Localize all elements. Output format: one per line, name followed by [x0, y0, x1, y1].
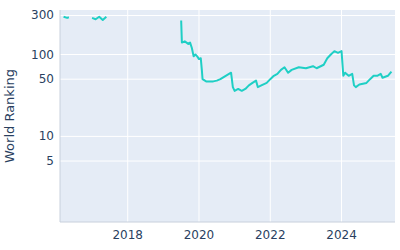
- grid-line: [60, 136, 395, 137]
- y-tick-label: 300: [31, 8, 54, 22]
- x-tick-label: 2022: [255, 228, 286, 242]
- x-tick-label: 2018: [112, 228, 143, 242]
- y-tick-label: 50: [39, 72, 54, 86]
- x-axis-line: [60, 222, 395, 223]
- plot-background: [60, 10, 395, 222]
- grid-line: [198, 10, 199, 222]
- y-tick-label: 10: [39, 129, 54, 143]
- plot-area: [64, 17, 392, 91]
- x-tick-label: 2020: [184, 228, 215, 242]
- grid-line: [60, 79, 395, 80]
- x-tick-label: 2024: [326, 228, 357, 242]
- ranking-line: [64, 17, 392, 91]
- grid-line: [60, 54, 395, 55]
- grid-line: [270, 10, 271, 222]
- grid-line: [127, 10, 128, 222]
- y-axis-line: [60, 10, 61, 222]
- y-tick-label: 100: [31, 48, 54, 62]
- y-axis-label: World Ranking: [2, 69, 17, 163]
- grid-line: [60, 161, 395, 162]
- chart: 5 10 50 100 300 2018 2020 2022 2024 World Ranking: [0, 0, 400, 250]
- grid-line: [60, 15, 395, 16]
- y-tick-label: 5: [46, 154, 54, 168]
- grid-line: [341, 10, 342, 222]
